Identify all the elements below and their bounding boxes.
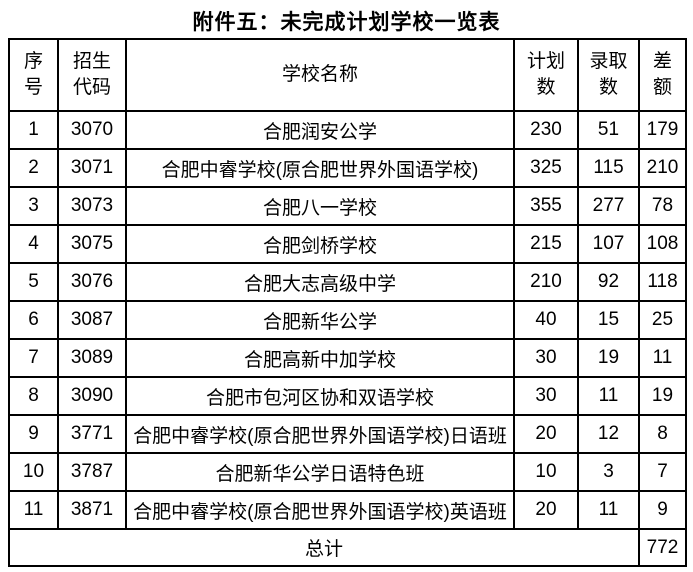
col-header-code: 招生 代码 xyxy=(57,38,127,112)
cell-plan: 40 xyxy=(513,300,579,340)
cell-plan: 30 xyxy=(513,376,579,416)
cell-admitted: 3 xyxy=(577,452,640,492)
cell-no: 4 xyxy=(8,224,59,264)
cell-diff: 7 xyxy=(638,452,687,492)
cell-code: 3075 xyxy=(57,224,127,264)
cell-no: 3 xyxy=(8,186,59,226)
cell-diff: 8 xyxy=(638,414,687,454)
cell-plan: 30 xyxy=(513,338,579,378)
cell-school: 合肥中睿学校(原合肥世界外国语学校)英语班 xyxy=(125,490,515,530)
cell-admitted: 51 xyxy=(577,110,640,150)
cell-diff: 9 xyxy=(638,490,687,530)
cell-school: 合肥剑桥学校 xyxy=(125,224,515,264)
cell-diff: 25 xyxy=(638,300,687,340)
cell-code: 3070 xyxy=(57,110,127,150)
cell-admitted: 12 xyxy=(577,414,640,454)
cell-school: 合肥中睿学校(原合肥世界外国语学校) xyxy=(125,148,515,188)
table-row: 2 3071 合肥中睿学校(原合肥世界外国语学校) 325 115 210 xyxy=(8,148,687,188)
table-header-row: 序 号 招生 代码 学校名称 计划 数 录取 数 差 额 xyxy=(8,38,687,112)
cell-school: 合肥市包河区协和双语学校 xyxy=(125,376,515,416)
cell-admitted: 11 xyxy=(577,490,640,530)
cell-plan: 355 xyxy=(513,186,579,226)
cell-diff: 118 xyxy=(638,262,687,302)
cell-plan: 325 xyxy=(513,148,579,188)
page-title: 附件五：未完成计划学校一览表 xyxy=(192,11,501,34)
cell-code: 3787 xyxy=(57,452,127,492)
cell-school: 合肥高新中加学校 xyxy=(125,338,515,378)
table-row: 4 3075 合肥剑桥学校 215 107 108 xyxy=(8,224,687,264)
col-header-plan: 计划 数 xyxy=(513,38,579,112)
col-header-school: 学校名称 xyxy=(125,38,515,112)
cell-no: 9 xyxy=(8,414,59,454)
table-row: 6 3087 合肥新华公学 40 15 25 xyxy=(8,300,687,340)
cell-school: 合肥大志高级中学 xyxy=(125,262,515,302)
table-footer-row: 总计 772 xyxy=(8,528,687,567)
unfinished-plan-schools-table: 序 号 招生 代码 学校名称 计划 数 录取 数 差 额 1 3070 合肥润安… xyxy=(8,38,687,567)
cell-diff: 78 xyxy=(638,186,687,226)
cell-admitted: 277 xyxy=(577,186,640,226)
table-row: 8 3090 合肥市包河区协和双语学校 30 11 19 xyxy=(8,376,687,416)
cell-plan: 210 xyxy=(513,262,579,302)
cell-diff: 19 xyxy=(638,376,687,416)
col-header-no: 序 号 xyxy=(8,38,59,112)
cell-no: 8 xyxy=(8,376,59,416)
cell-school: 合肥中睿学校(原合肥世界外国语学校)日语班 xyxy=(125,414,515,454)
cell-admitted: 19 xyxy=(577,338,640,378)
table-row: 10 3787 合肥新华公学日语特色班 10 3 7 xyxy=(8,452,687,492)
cell-admitted: 92 xyxy=(577,262,640,302)
cell-diff: 210 xyxy=(638,148,687,188)
cell-code: 3087 xyxy=(57,300,127,340)
cell-code: 3073 xyxy=(57,186,127,226)
cell-admitted: 15 xyxy=(577,300,640,340)
cell-plan: 215 xyxy=(513,224,579,264)
cell-code: 3771 xyxy=(57,414,127,454)
cell-plan: 20 xyxy=(513,490,579,530)
total-value: 772 xyxy=(638,528,687,567)
cell-school: 合肥新华公学 xyxy=(125,300,515,340)
table-row: 7 3089 合肥高新中加学校 30 19 11 xyxy=(8,338,687,378)
cell-no: 5 xyxy=(8,262,59,302)
cell-code: 3871 xyxy=(57,490,127,530)
table-row: 1 3070 合肥润安公学 230 51 179 xyxy=(8,110,687,150)
cell-admitted: 107 xyxy=(577,224,640,264)
col-header-admitted: 录取 数 xyxy=(577,38,640,112)
cell-admitted: 115 xyxy=(577,148,640,188)
cell-code: 3089 xyxy=(57,338,127,378)
cell-no: 2 xyxy=(8,148,59,188)
cell-code: 3071 xyxy=(57,148,127,188)
cell-school: 合肥新华公学日语特色班 xyxy=(125,452,515,492)
cell-diff: 11 xyxy=(638,338,687,378)
cell-no: 10 xyxy=(8,452,59,492)
cell-no: 7 xyxy=(8,338,59,378)
cell-plan: 10 xyxy=(513,452,579,492)
cell-school: 合肥八一学校 xyxy=(125,186,515,226)
cell-code: 3076 xyxy=(57,262,127,302)
cell-no: 11 xyxy=(8,490,59,530)
cell-diff: 108 xyxy=(638,224,687,264)
total-label: 总计 xyxy=(8,528,640,567)
col-header-diff: 差 额 xyxy=(638,38,687,112)
cell-plan: 20 xyxy=(513,414,579,454)
cell-code: 3090 xyxy=(57,376,127,416)
cell-school: 合肥润安公学 xyxy=(125,110,515,150)
cell-admitted: 11 xyxy=(577,376,640,416)
cell-diff: 179 xyxy=(638,110,687,150)
cell-no: 1 xyxy=(8,110,59,150)
table-row: 5 3076 合肥大志高级中学 210 92 118 xyxy=(8,262,687,302)
table-row: 9 3771 合肥中睿学校(原合肥世界外国语学校)日语班 20 12 8 xyxy=(8,414,687,454)
table-row: 11 3871 合肥中睿学校(原合肥世界外国语学校)英语班 20 11 9 xyxy=(8,490,687,530)
cell-no: 6 xyxy=(8,300,59,340)
cell-plan: 230 xyxy=(513,110,579,150)
table-row: 3 3073 合肥八一学校 355 277 78 xyxy=(8,186,687,226)
